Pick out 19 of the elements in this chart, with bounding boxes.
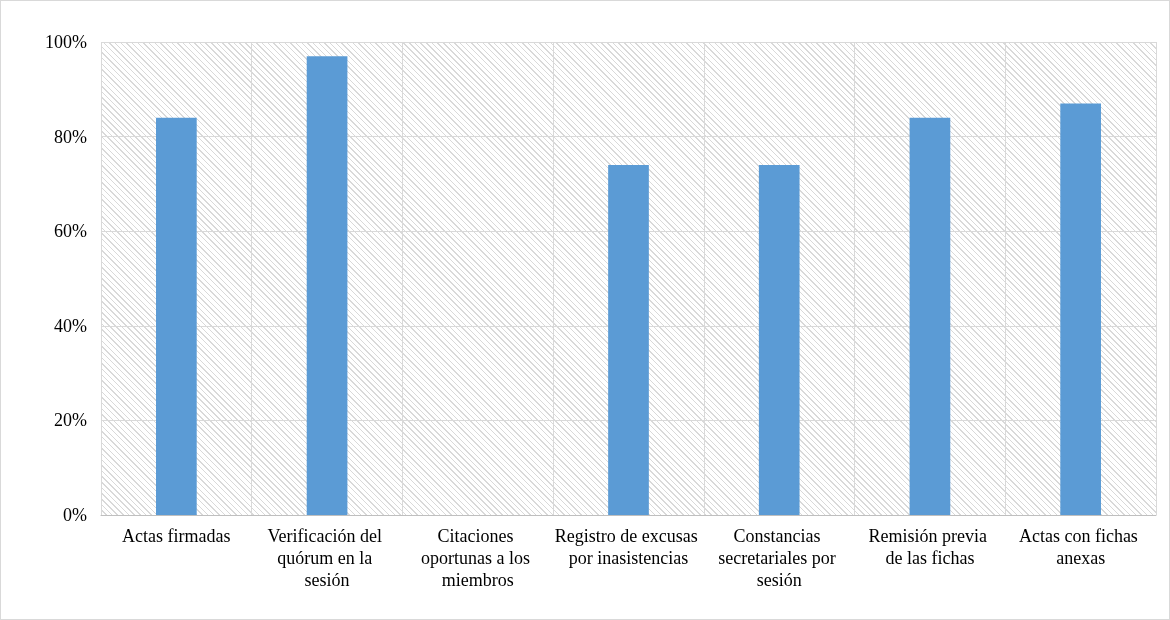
bar [1060, 103, 1101, 515]
bar [156, 117, 197, 515]
bar [909, 117, 951, 515]
y-tick-label: 60% [54, 221, 87, 242]
y-tick-label: 80% [54, 126, 87, 147]
y-tick-label: 40% [54, 315, 87, 336]
x-tick-label: Citaciones oportunas a los miembros [421, 526, 535, 590]
bar [306, 56, 348, 515]
x-tick-label: Actas con fichas anexas [1018, 526, 1143, 568]
bar [608, 164, 649, 515]
y-tick-label: 0% [63, 505, 87, 525]
x-tick-label: Remisión previa de las fichas [868, 526, 992, 568]
x-tick-label: Actas firmadas [122, 526, 231, 546]
bar [758, 164, 800, 515]
x-tick-label: Constancias secretariales por sesión [718, 526, 841, 590]
y-tick-label: 20% [54, 410, 87, 431]
x-tick-label: Registro de excusas por inasistencias [554, 526, 703, 568]
x-tick-label: Verificación del quórum en la sesión [267, 526, 387, 590]
y-tick-label: 100% [45, 32, 87, 52]
